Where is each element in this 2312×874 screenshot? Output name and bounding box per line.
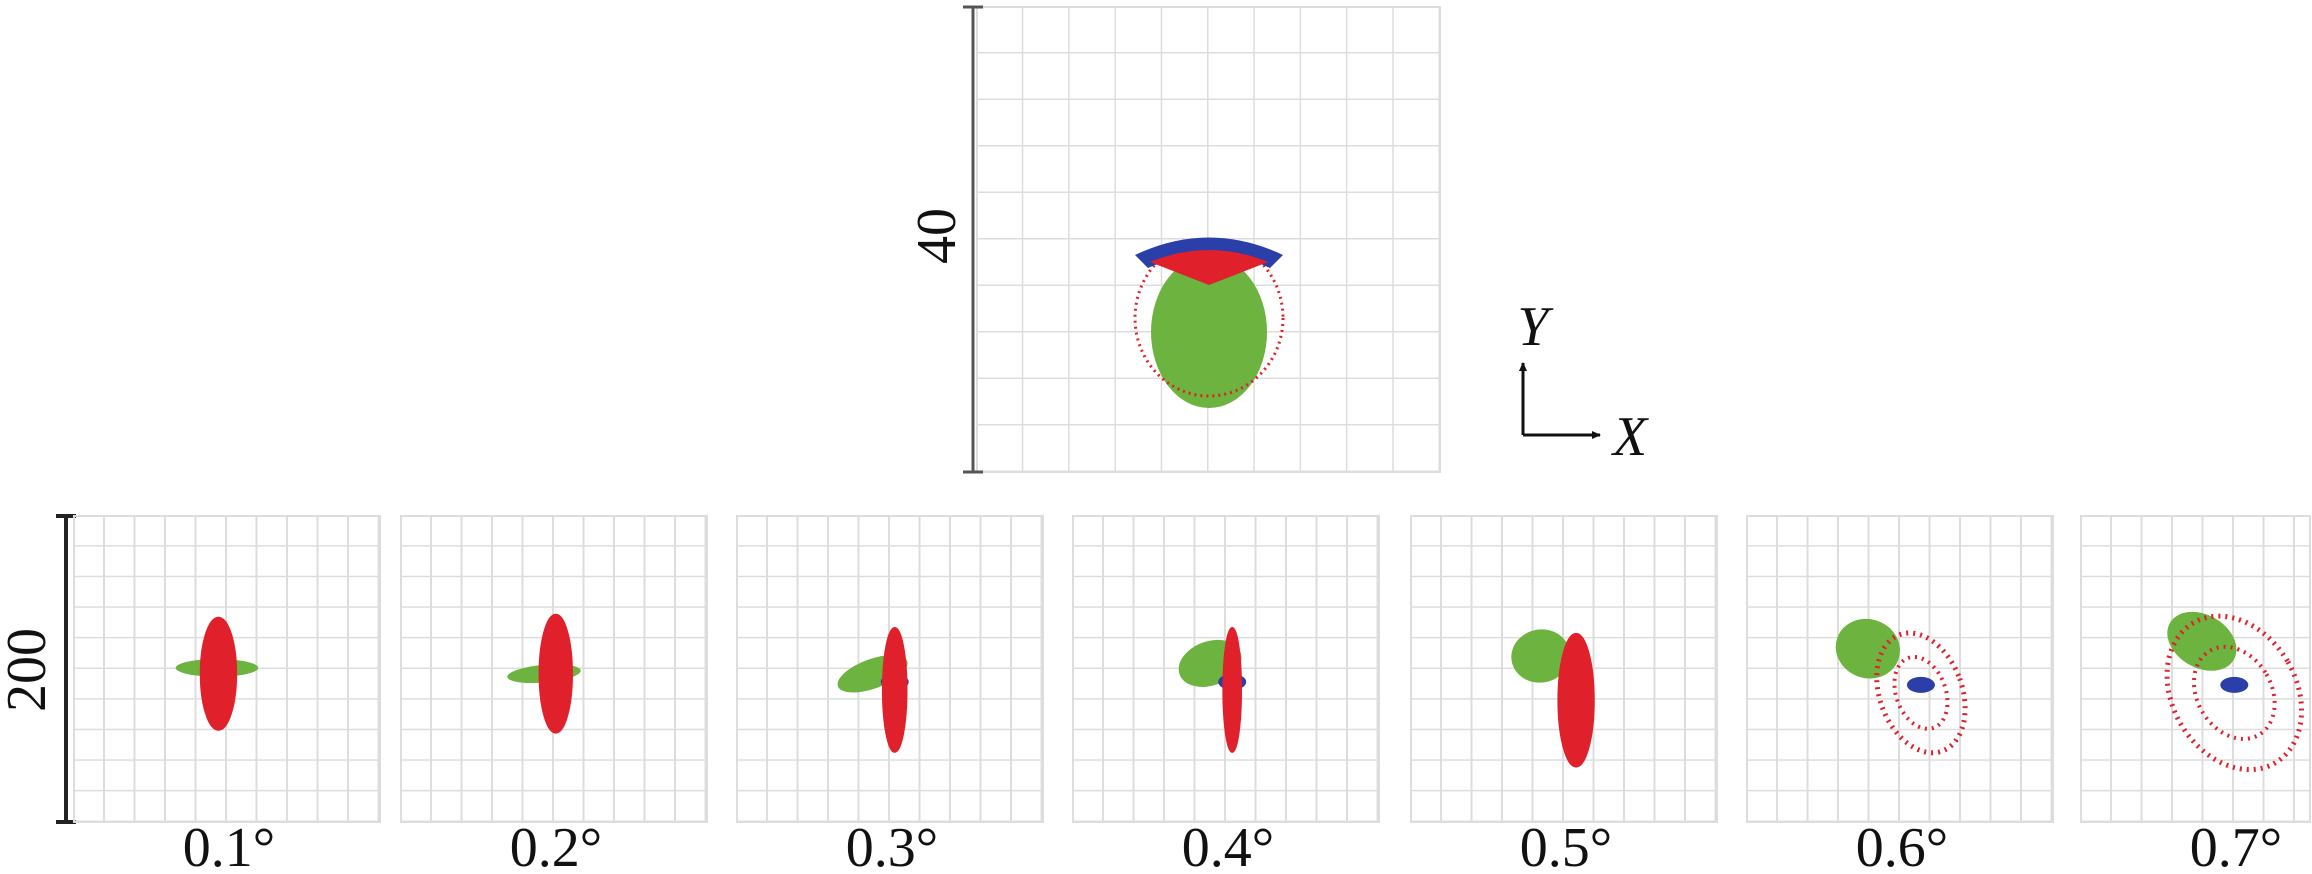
spot-green bbox=[1511, 629, 1571, 683]
spot-red bbox=[1222, 627, 1243, 753]
spot-red bbox=[1557, 632, 1595, 768]
panel-label: 0.7° bbox=[2190, 817, 2282, 874]
spot-red-inner bbox=[2191, 644, 2277, 741]
panel: 0.3° bbox=[736, 515, 1044, 874]
panel: 0.6° bbox=[1746, 515, 2054, 874]
panels: 0.1° 0.2° 0.3° 0.4° 0.5° 0.6° 0.7° bbox=[73, 515, 2311, 874]
spot-blue bbox=[2220, 676, 2249, 693]
panel: 0.1° bbox=[73, 515, 381, 874]
panel-label: 0.6° bbox=[1856, 817, 1948, 874]
spot-green bbox=[1835, 618, 1900, 679]
grid bbox=[1746, 515, 2054, 823]
panel: 0.5° bbox=[1410, 515, 1718, 874]
spot-green bbox=[2167, 611, 2237, 671]
scale-label: 200 bbox=[0, 628, 58, 712]
spot-diagram bbox=[1133, 237, 1285, 408]
spot-red bbox=[538, 613, 573, 734]
spot-red bbox=[881, 627, 908, 753]
spot-green bbox=[1151, 256, 1267, 408]
spot-red bbox=[199, 616, 238, 731]
panel-label: 0.2° bbox=[510, 817, 602, 874]
panel-label: 0.5° bbox=[1520, 817, 1612, 874]
panel: 0.2° bbox=[400, 515, 708, 874]
panel-label: 0.1° bbox=[183, 817, 275, 874]
spot-blue bbox=[1906, 676, 1935, 693]
scale-label: 40 bbox=[906, 208, 968, 264]
panel: 0.4° bbox=[1072, 515, 1380, 874]
spot-red-inner bbox=[1892, 654, 1950, 731]
panel-label: 0.3° bbox=[846, 817, 938, 874]
spot-red bbox=[1150, 250, 1268, 285]
axis-label-y: Y bbox=[1517, 296, 1554, 358]
panel: 0.7° bbox=[2080, 515, 2311, 874]
panel-label: 0.4° bbox=[1182, 817, 1274, 874]
grid bbox=[2080, 515, 2311, 823]
spot-red-outline bbox=[1133, 238, 1285, 398]
axis-label-x: X bbox=[1611, 406, 1650, 468]
